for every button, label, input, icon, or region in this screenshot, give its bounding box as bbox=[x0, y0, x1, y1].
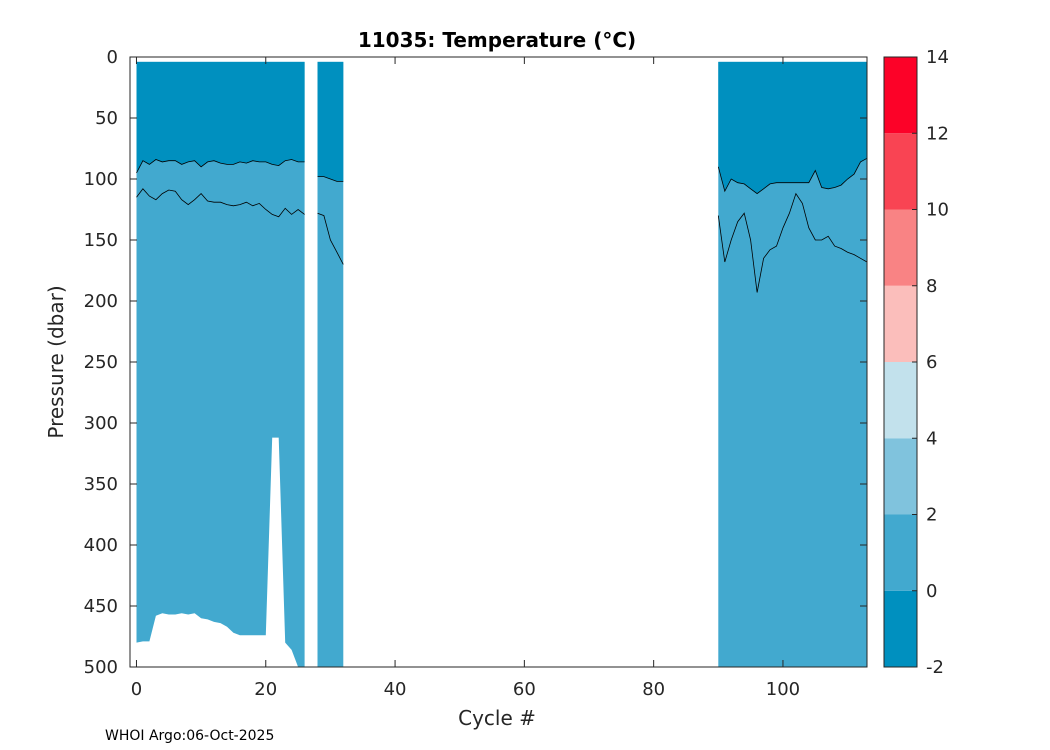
contour-cold-layer-3 bbox=[717, 157, 868, 195]
colorbar-tick-label: 4 bbox=[926, 428, 937, 449]
colorbar-tick-label: -2 bbox=[926, 657, 944, 678]
y-tick-label: 200 bbox=[84, 291, 118, 312]
contour-cold-layer-2 bbox=[317, 176, 344, 182]
contour-zero-isotherm-3 bbox=[717, 192, 868, 293]
colorbar-segment bbox=[884, 514, 917, 591]
chart-title: 11035: Temperature (°C) bbox=[358, 28, 636, 52]
colorbar-segment bbox=[884, 438, 917, 515]
y-tick-label: 150 bbox=[84, 230, 118, 251]
colorbar-segment bbox=[884, 285, 917, 362]
colorbar-segment bbox=[884, 362, 917, 439]
contour-zero-isotherm-2 bbox=[317, 212, 344, 265]
x-axis-label: Cycle # bbox=[458, 706, 536, 730]
y-axis-label: Pressure (dbar) bbox=[44, 285, 68, 438]
x-tick-label: 20 bbox=[254, 679, 277, 700]
y-tick-label: 100 bbox=[84, 169, 118, 190]
colorbar-tick-label: 8 bbox=[926, 276, 937, 297]
y-tick-label: 0 bbox=[107, 47, 118, 68]
temperature-block-3 bbox=[718, 61, 867, 667]
y-tick-label: 350 bbox=[84, 474, 118, 495]
cold-layer-block-1 bbox=[136, 61, 305, 173]
colorbar-tick-label: 12 bbox=[926, 123, 949, 144]
contour-cold-layer-1 bbox=[136, 159, 305, 174]
y-tick-label: 250 bbox=[84, 352, 118, 373]
x-tick-label: 60 bbox=[513, 679, 536, 700]
temperature-block-1 bbox=[136, 61, 305, 667]
colorbar-tick-label: 6 bbox=[926, 352, 937, 373]
y-tick-label: 50 bbox=[95, 108, 118, 129]
y-tick-label: 300 bbox=[84, 413, 118, 434]
cold-layer-block-2 bbox=[317, 61, 344, 182]
x-tick-label: 0 bbox=[131, 679, 142, 700]
x-tick-label: 40 bbox=[384, 679, 407, 700]
colorbar-tick-label: 0 bbox=[926, 581, 937, 602]
colorbar-tick-label: 10 bbox=[926, 200, 949, 221]
y-tick-label: 450 bbox=[84, 596, 118, 617]
y-tick-label: 500 bbox=[84, 657, 118, 678]
colorbar-tick-label: 14 bbox=[926, 47, 949, 68]
y-tick-label: 400 bbox=[84, 535, 118, 556]
temperature-block-2 bbox=[317, 61, 344, 667]
cold-layer-block-3 bbox=[718, 61, 867, 194]
colorbar-segment bbox=[884, 133, 917, 210]
contour-zero-isotherm-1 bbox=[136, 188, 305, 218]
colorbar-segment bbox=[884, 209, 917, 286]
x-tick-label: 100 bbox=[766, 679, 800, 700]
colorbar-segment bbox=[884, 57, 917, 134]
x-tick-label: 80 bbox=[642, 679, 665, 700]
colorbar-segment bbox=[884, 590, 917, 667]
footer-credit: WHOI Argo:06-Oct-2025 bbox=[105, 728, 274, 744]
colorbar-tick-label: 2 bbox=[926, 505, 937, 526]
